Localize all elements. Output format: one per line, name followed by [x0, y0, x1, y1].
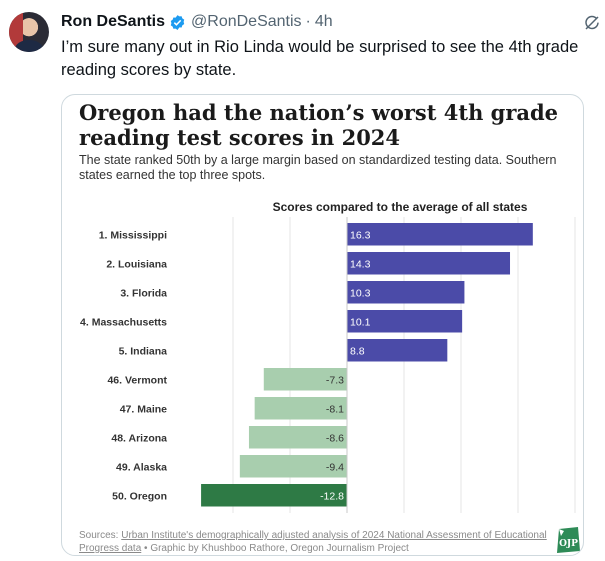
- bar: [347, 223, 533, 246]
- category-label: 5. Indiana: [119, 345, 168, 357]
- category-label: 46. Vermont: [107, 374, 167, 386]
- chart-title: Scores compared to the average of all st…: [272, 200, 528, 214]
- logo-text: OJP: [559, 539, 578, 549]
- data-label: 16.3: [350, 229, 371, 241]
- bar: [347, 310, 463, 333]
- data-label: 8.8: [350, 345, 365, 357]
- category-label: 50. Oregon: [112, 490, 167, 502]
- bar: [347, 339, 448, 362]
- card-headline: Oregon had the nation’s worst 4th grade …: [79, 100, 559, 150]
- bar: [201, 484, 347, 507]
- timestamp[interactable]: 4h: [314, 13, 333, 30]
- data-label: 10.3: [350, 287, 371, 299]
- category-label: 49. Alaska: [116, 461, 167, 473]
- source-link[interactable]: Urban Institute's demographically adjust…: [79, 530, 547, 554]
- data-label: -8.6: [326, 432, 344, 444]
- separator: ·: [305, 13, 311, 30]
- data-label: 14.3: [350, 258, 371, 270]
- data-label: -9.4: [326, 461, 344, 473]
- tweet-media-card[interactable]: Oregon had the nation’s worst 4th grade …: [61, 94, 584, 556]
- data-label: -12.8: [320, 490, 344, 502]
- author-name[interactable]: Ron DeSantis: [61, 13, 166, 30]
- data-label: -8.1: [326, 403, 344, 415]
- grok-icon[interactable]: [583, 14, 601, 32]
- category-label: 3. Florida: [120, 287, 167, 299]
- bar: [347, 281, 465, 304]
- category-label: 1. Mississippi: [99, 229, 167, 241]
- author-handle[interactable]: @RonDeSantis: [191, 13, 302, 30]
- category-label: 48. Arizona: [111, 432, 167, 444]
- bar: [248, 426, 347, 449]
- source-note: Sources: Urban Institute's demographical…: [79, 529, 554, 555]
- data-label: -7.3: [326, 374, 344, 386]
- ojp-logo-icon: OJP: [557, 527, 580, 553]
- verified-badge-icon: [170, 14, 185, 30]
- source-prefix: Sources:: [79, 530, 122, 541]
- tweet-header: Ron DeSantis @RonDeSantis · 4h: [61, 12, 333, 32]
- category-label: 2. Louisiana: [106, 258, 167, 270]
- data-label: 10.1: [350, 316, 371, 328]
- bar: [254, 397, 347, 420]
- category-label: 4. Massachusetts: [80, 316, 167, 328]
- bar: [239, 455, 347, 478]
- tweet-text: I’m sure many out in Rio Linda would be …: [61, 38, 579, 79]
- bar: [347, 252, 511, 275]
- card-subtext: The state ranked 50th by a large margin …: [79, 153, 557, 182]
- avatar[interactable]: [9, 12, 49, 52]
- bar: [263, 368, 347, 391]
- source-suffix: • Graphic by Khushboo Rathore, Oregon Jo…: [141, 543, 409, 554]
- category-label: 47. Maine: [120, 403, 167, 415]
- bar-chart: 1. Mississippi 16.3 2. Louisiana 14.3 3. Flo…: [80, 217, 576, 513]
